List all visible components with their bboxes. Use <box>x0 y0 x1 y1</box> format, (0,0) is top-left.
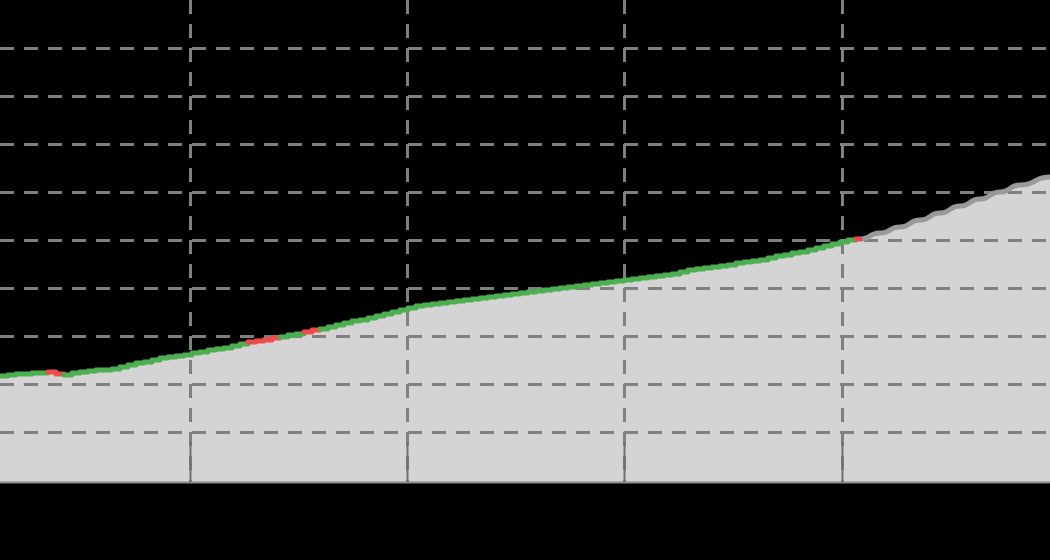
area-fill <box>0 177 1050 482</box>
projection-line <box>857 174 1050 242</box>
axis-line <box>0 442 1050 484</box>
projection-path <box>857 174 1050 242</box>
price-line <box>0 236 863 379</box>
area-fill-path <box>0 177 1050 482</box>
